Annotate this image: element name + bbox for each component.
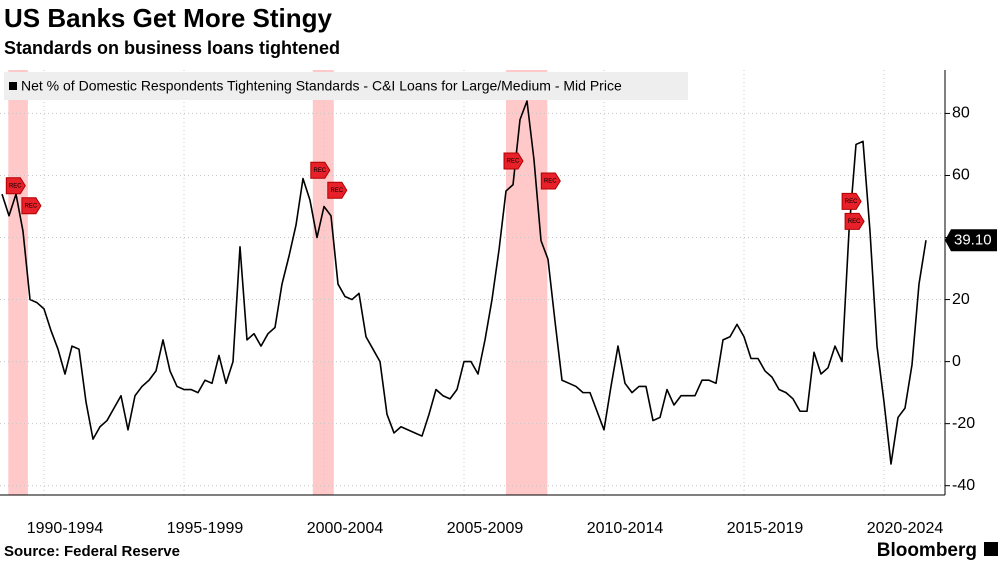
x-tick-label: 1995-1999: [167, 520, 244, 537]
recession-flag: REC: [540, 172, 561, 190]
y-tick-label: 60: [952, 167, 970, 184]
recession-flag-shape: [503, 152, 524, 170]
recession-band: [8, 70, 28, 495]
recession-band: [312, 70, 334, 495]
legend-label: Net % of Domestic Respondents Tightening…: [21, 78, 622, 94]
recession-band: [506, 70, 548, 495]
recession-flag-shape: [540, 172, 561, 190]
recession-flag-label: REC: [25, 203, 38, 209]
recession-flag: REC: [21, 197, 42, 215]
brand: Bloomberg: [877, 540, 977, 561]
legend-swatch: [9, 82, 17, 90]
y-tick-label: 20: [952, 291, 970, 308]
y-tick-label: -20: [952, 415, 975, 432]
recession-flag-label: REC: [845, 199, 858, 205]
recession-flag-shape: [841, 192, 862, 210]
x-tick-label: 2015-2019: [727, 520, 804, 537]
x-tick-label: 2005-2009: [447, 520, 524, 537]
y-tick-label: 0: [952, 353, 961, 370]
x-tick-label: 2010-2014: [587, 520, 664, 537]
recession-flag-label: REC: [313, 168, 326, 174]
source: Source: Federal Reserve: [4, 543, 180, 560]
recession-flag-label: REC: [507, 159, 520, 165]
chart-title: US Banks Get More Stingy: [4, 3, 332, 33]
data-line: [1, 100, 927, 465]
brand-icon: [984, 542, 998, 556]
recession-flag-shape: [310, 161, 331, 179]
x-tick-label: 2020-2024: [867, 520, 944, 537]
recession-flag-shape: [5, 177, 26, 195]
x-tick-label: 1990-1994: [27, 520, 104, 537]
x-tick-label: 2000-2004: [307, 520, 384, 537]
recession-flag: REC: [844, 212, 865, 230]
recession-flag: REC: [5, 177, 26, 195]
recession-flag-label: REC: [544, 179, 557, 185]
recession-flag: REC: [841, 192, 862, 210]
recession-flag-shape: [327, 181, 348, 199]
recession-flag-label: REC: [330, 188, 343, 194]
recession-flag-label: REC: [9, 183, 22, 189]
legend-box: [4, 72, 688, 100]
recession-flag: REC: [327, 181, 348, 199]
recession-flag-shape: [844, 212, 865, 230]
y-tick-label: -40: [952, 477, 975, 494]
recession-flag-shape: [21, 197, 42, 215]
recession-flag: REC: [310, 161, 331, 179]
recession-flag-label: REC: [848, 219, 861, 225]
chart-subtitle: Standards on business loans tightened: [4, 38, 340, 58]
end-label-box: [945, 229, 997, 252]
end-label: 39.10: [954, 231, 992, 248]
recession-flag: REC: [503, 152, 524, 170]
y-tick-label: 80: [952, 105, 970, 122]
